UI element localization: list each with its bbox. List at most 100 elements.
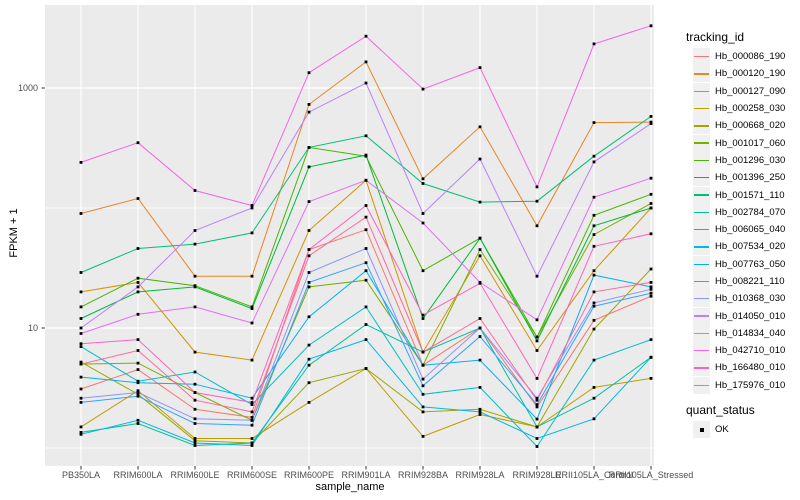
data-point [364,323,368,326]
x-axis-title: sample_name [315,481,385,493]
legend-key-line [694,73,709,75]
legend-label: Hb_001017_060 [715,137,786,149]
data-point [364,338,368,341]
y-tick-label: 10 [27,322,38,333]
legend-key-line [694,280,709,283]
y-axis-title: FPKM + 1 [8,208,20,258]
legend-line-key-icon [693,186,710,204]
data-point [193,417,197,421]
data-point [592,121,596,124]
legend-label: Hb_000120_190 [715,68,786,80]
legend-label: Hb_014050_010 [715,310,786,322]
data-point [364,134,368,138]
data-point [307,229,311,232]
data-point [193,274,197,278]
data-point [307,363,311,367]
x-tick-label: RRIM928BA [397,470,449,480]
data-point [307,200,311,203]
legend-line-key-icon [693,307,710,325]
data-point [535,396,539,400]
data-point [79,401,83,404]
data-point [136,141,140,145]
legend-entry: Hb_001017_060 [693,134,800,152]
legend-key-line [694,298,709,300]
x-tick-label: RRIM928LA [455,470,505,480]
data-point [535,417,539,421]
legend-label: Hb_166480_010 [715,362,786,374]
data-point [649,377,653,380]
legend-entry-ok: OK [693,421,800,439]
data-point [250,305,254,309]
data-point [592,396,596,400]
data-point [592,244,596,248]
legend-key-line [694,332,709,335]
data-point [307,271,311,274]
data-point [250,441,254,445]
legend-label: Hb_001296_030 [715,154,786,166]
data-point [649,294,653,298]
data-point [535,224,539,228]
legend-entry: Hb_166480_010 [693,359,800,377]
data-point [364,204,368,207]
data-point [79,362,83,366]
data-point [79,290,83,294]
data-point [478,254,482,258]
data-point [307,146,311,149]
data-point [79,271,83,274]
legend-entry: Hb_001571_110 [693,186,800,204]
x-tick-label: RRII105LA_Control [554,470,634,480]
data-point [79,305,83,309]
data-point [79,326,83,330]
data-point [592,154,596,158]
data-point [535,339,539,343]
data-point [307,381,311,385]
legend-key-line [694,90,709,92]
data-point [649,24,653,28]
legend-line-key-icon [693,151,710,169]
data-point [307,254,311,258]
legend-entry: Hb_007534_020 [693,238,800,256]
data-point [136,422,140,425]
data-point [364,34,368,38]
legend-title-quant-status: quant_status [686,402,755,417]
data-point [649,120,653,124]
legend-line-key-icon [693,376,710,394]
data-point [193,382,197,386]
data-point [592,304,596,308]
legend-line-key-icon [693,203,710,221]
legend-line-key-icon [693,238,710,256]
data-point [592,358,596,362]
legend-entry: Hb_000120_190 [693,65,800,83]
legend-entry: Hb_042710_010 [693,342,800,360]
x-tick-label: RRII105LA_Stressed [608,470,694,480]
data-point [478,200,482,204]
legend-label: Hb_002784_070 [715,206,786,218]
legend-label: Hb_014834_040 [715,327,786,339]
data-point [79,360,83,364]
data-point [592,273,596,277]
data-point [421,182,425,185]
data-point [649,202,653,205]
data-point [79,342,83,346]
data-point [79,345,83,348]
data-point [592,327,596,331]
data-point [136,391,140,394]
legend-key-line [694,55,709,58]
legend-entry: Hb_000086_190 [693,48,800,66]
data-point [649,287,653,291]
data-point [421,392,425,396]
data-point [649,291,653,295]
legend-key-line [694,384,709,386]
legend-entry: Hb_014050_010 [693,307,800,325]
legend-entry: Hb_000258_030 [693,100,800,118]
data-point [136,379,140,383]
data-point [592,301,596,305]
data-point [193,305,197,309]
data-point [193,350,197,354]
data-point [478,410,482,414]
data-point [421,350,425,354]
data-point [535,274,539,278]
legend-key-line [694,349,709,352]
data-point [592,213,596,217]
data-point [193,407,197,411]
